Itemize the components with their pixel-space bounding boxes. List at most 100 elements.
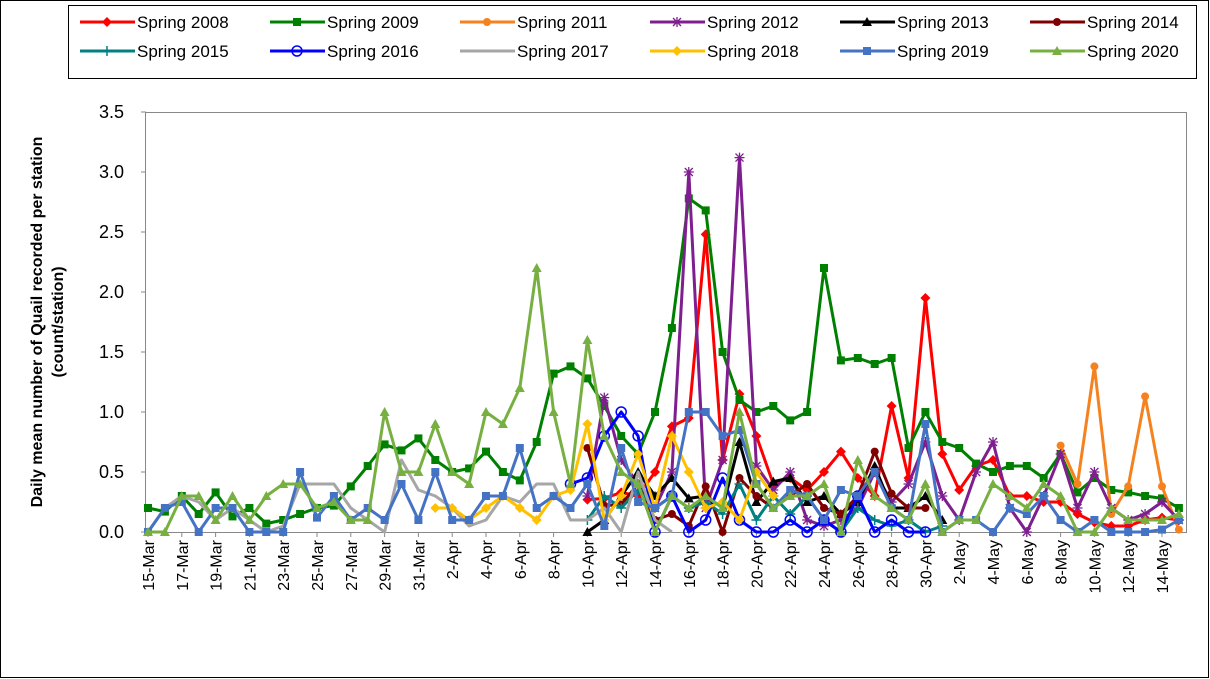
data-point (666, 467, 677, 477)
data-point (566, 362, 575, 371)
data-point (919, 526, 932, 538)
data-point (1038, 479, 1049, 488)
x-tick-label: 2-May (952, 540, 969, 584)
data-point (616, 491, 627, 501)
data-point (328, 497, 339, 506)
y-tick-label: 1.5 (99, 342, 124, 362)
data-point (514, 503, 525, 513)
data-point (937, 491, 948, 501)
data-point (820, 504, 828, 512)
data-point (701, 482, 710, 491)
data-point (886, 503, 897, 512)
legend-label: Spring 2016 (327, 42, 419, 61)
data-point (802, 491, 813, 500)
data-point (768, 503, 779, 512)
data-point (869, 491, 880, 500)
x-tick-label: 24-Apr (817, 539, 834, 588)
data-point (784, 514, 796, 526)
data-point (820, 516, 828, 524)
data-point (870, 468, 879, 476)
y-tick-label: 2.0 (99, 282, 124, 302)
data-point (1157, 497, 1167, 507)
data-point (920, 437, 931, 447)
data-point (448, 516, 457, 524)
data-point (465, 464, 474, 473)
legend-marker (483, 18, 491, 26)
data-point (835, 515, 846, 525)
legend-label: Spring 2017 (517, 42, 609, 61)
legend-box (68, 5, 1197, 79)
data-point (1173, 509, 1184, 518)
data-point (346, 482, 355, 491)
data-point (768, 491, 779, 501)
data-point (989, 468, 997, 476)
data-point (497, 419, 508, 428)
data-point (718, 432, 727, 440)
data-point (1174, 525, 1183, 534)
data-point (566, 504, 575, 512)
data-point (785, 467, 796, 477)
x-tick-label: 16-Apr (682, 539, 699, 588)
data-point (515, 444, 524, 452)
data-point (582, 491, 593, 501)
data-point (767, 526, 780, 538)
data-point (920, 293, 931, 303)
data-point (531, 515, 542, 525)
legend-marker (291, 45, 303, 57)
data-point (1107, 528, 1116, 536)
data-point (380, 440, 389, 449)
data-point (549, 492, 558, 500)
legend-label: Spring 2011 (517, 13, 607, 32)
data-point (971, 467, 982, 477)
y-tick-label: 2.5 (99, 222, 124, 242)
data-point (279, 516, 288, 524)
data-point (937, 449, 948, 459)
data-point (786, 486, 795, 494)
data-point (1055, 449, 1066, 459)
data-point (768, 476, 779, 486)
data-point (717, 503, 728, 512)
x-tick-label: 12-Apr (614, 539, 631, 588)
data-point (1022, 510, 1031, 518)
x-tick-label: 31-Mar (411, 539, 428, 590)
data-point (245, 528, 254, 536)
data-point (667, 324, 676, 332)
data-point (1021, 503, 1032, 512)
data-point (683, 526, 695, 538)
data-point (532, 438, 541, 446)
data-point (362, 515, 373, 524)
data-point (835, 446, 846, 457)
data-point (498, 468, 507, 476)
data-point (1005, 504, 1014, 512)
data-point (414, 516, 423, 524)
x-tick-label: 14-May (1155, 540, 1172, 593)
x-tick-label: 8-May (1054, 540, 1071, 584)
data-point (1022, 462, 1031, 470)
data-point (414, 434, 423, 443)
legend-label: Spring 2008 (137, 13, 229, 32)
data-point (176, 491, 187, 500)
series-line (1059, 364, 1181, 531)
data-point (1124, 488, 1133, 497)
data-point (1039, 474, 1048, 482)
data-point (431, 456, 440, 464)
data-point (498, 492, 507, 500)
data-point (819, 521, 829, 531)
data-point (482, 447, 490, 456)
data-point (700, 503, 711, 513)
data-point (836, 486, 845, 494)
y-axis-label: (count/station) (50, 266, 67, 377)
data-point (989, 528, 997, 536)
data-point (380, 516, 389, 524)
legend-marker (862, 17, 872, 26)
data-point (363, 504, 372, 512)
data-point (700, 491, 711, 500)
data-point (430, 503, 441, 513)
data-point (329, 492, 338, 500)
data-point (413, 467, 424, 476)
data-point (954, 515, 965, 524)
x-tick-label: 6-Apr (513, 539, 530, 579)
data-point (885, 514, 898, 526)
x-tick-label: 25-Mar (310, 539, 327, 590)
